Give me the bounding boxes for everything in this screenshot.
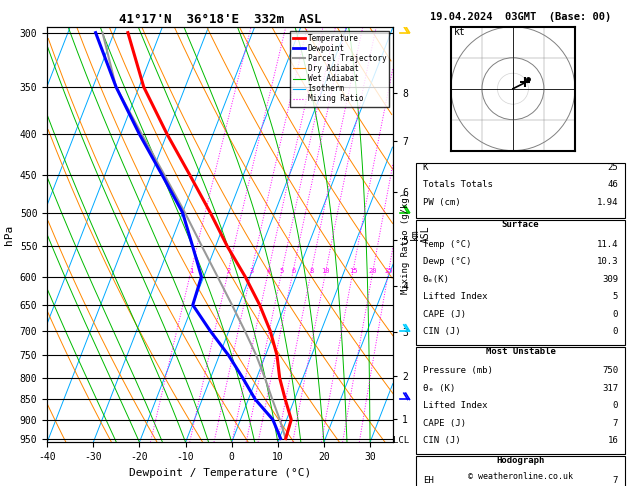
Text: Surface: Surface xyxy=(502,220,539,229)
Bar xyxy=(416,347,625,454)
Text: 25: 25 xyxy=(384,268,393,274)
Text: 11.4: 11.4 xyxy=(597,240,618,249)
Text: © weatheronline.co.uk: © weatheronline.co.uk xyxy=(468,472,573,481)
Bar xyxy=(416,220,625,345)
Text: 5: 5 xyxy=(613,292,618,301)
Text: 317: 317 xyxy=(602,384,618,393)
Text: 10: 10 xyxy=(321,268,330,274)
Text: θₑ (K): θₑ (K) xyxy=(423,384,455,393)
Text: EH: EH xyxy=(423,476,433,485)
Text: 20: 20 xyxy=(369,268,377,274)
Text: CAPE (J): CAPE (J) xyxy=(423,419,466,428)
Y-axis label: km
ASL: km ASL xyxy=(409,226,431,243)
Text: kt: kt xyxy=(454,27,465,37)
Text: Temp (°C): Temp (°C) xyxy=(423,240,471,249)
Bar xyxy=(416,456,625,486)
Text: CIN (J): CIN (J) xyxy=(423,436,460,446)
Text: 1: 1 xyxy=(189,268,193,274)
Text: 3: 3 xyxy=(249,268,253,274)
Text: Lifted Index: Lifted Index xyxy=(423,292,487,301)
Text: PW (cm): PW (cm) xyxy=(423,198,460,207)
Text: 4: 4 xyxy=(266,268,270,274)
Text: 25: 25 xyxy=(608,163,618,172)
Y-axis label: hPa: hPa xyxy=(4,225,14,244)
Text: Hodograph: Hodograph xyxy=(496,456,545,466)
Text: 7: 7 xyxy=(613,419,618,428)
Text: 10.3: 10.3 xyxy=(597,257,618,266)
Text: 0: 0 xyxy=(613,310,618,319)
Text: Most Unstable: Most Unstable xyxy=(486,347,555,356)
Text: Pressure (mb): Pressure (mb) xyxy=(423,366,493,376)
Title: 41°17'N  36°18'E  332m  ASL: 41°17'N 36°18'E 332m ASL xyxy=(119,13,321,26)
Text: Dewp (°C): Dewp (°C) xyxy=(423,257,471,266)
Text: Lifted Index: Lifted Index xyxy=(423,401,487,411)
Text: LCL: LCL xyxy=(393,436,409,445)
Text: 16: 16 xyxy=(608,436,618,446)
Text: 5: 5 xyxy=(280,268,284,274)
Text: 6: 6 xyxy=(291,268,295,274)
Text: 46: 46 xyxy=(608,180,618,190)
Text: Mixing Ratio (g/kg): Mixing Ratio (g/kg) xyxy=(401,192,410,294)
Text: 0: 0 xyxy=(613,401,618,411)
Text: θₑ(K): θₑ(K) xyxy=(423,275,450,284)
Text: 0: 0 xyxy=(613,327,618,336)
Text: 1.94: 1.94 xyxy=(597,198,618,207)
Text: 19.04.2024  03GMT  (Base: 00): 19.04.2024 03GMT (Base: 00) xyxy=(430,12,611,22)
Text: 309: 309 xyxy=(602,275,618,284)
Text: CAPE (J): CAPE (J) xyxy=(423,310,466,319)
Text: CIN (J): CIN (J) xyxy=(423,327,460,336)
Text: K: K xyxy=(423,163,428,172)
Text: 7: 7 xyxy=(613,476,618,485)
Text: 15: 15 xyxy=(348,268,357,274)
Legend: Temperature, Dewpoint, Parcel Trajectory, Dry Adiabat, Wet Adiabat, Isotherm, Mi: Temperature, Dewpoint, Parcel Trajectory… xyxy=(290,31,389,106)
Text: 750: 750 xyxy=(602,366,618,376)
Bar xyxy=(416,163,625,218)
Text: 8: 8 xyxy=(309,268,313,274)
X-axis label: Dewpoint / Temperature (°C): Dewpoint / Temperature (°C) xyxy=(129,468,311,478)
Text: Totals Totals: Totals Totals xyxy=(423,180,493,190)
Text: 2: 2 xyxy=(226,268,230,274)
